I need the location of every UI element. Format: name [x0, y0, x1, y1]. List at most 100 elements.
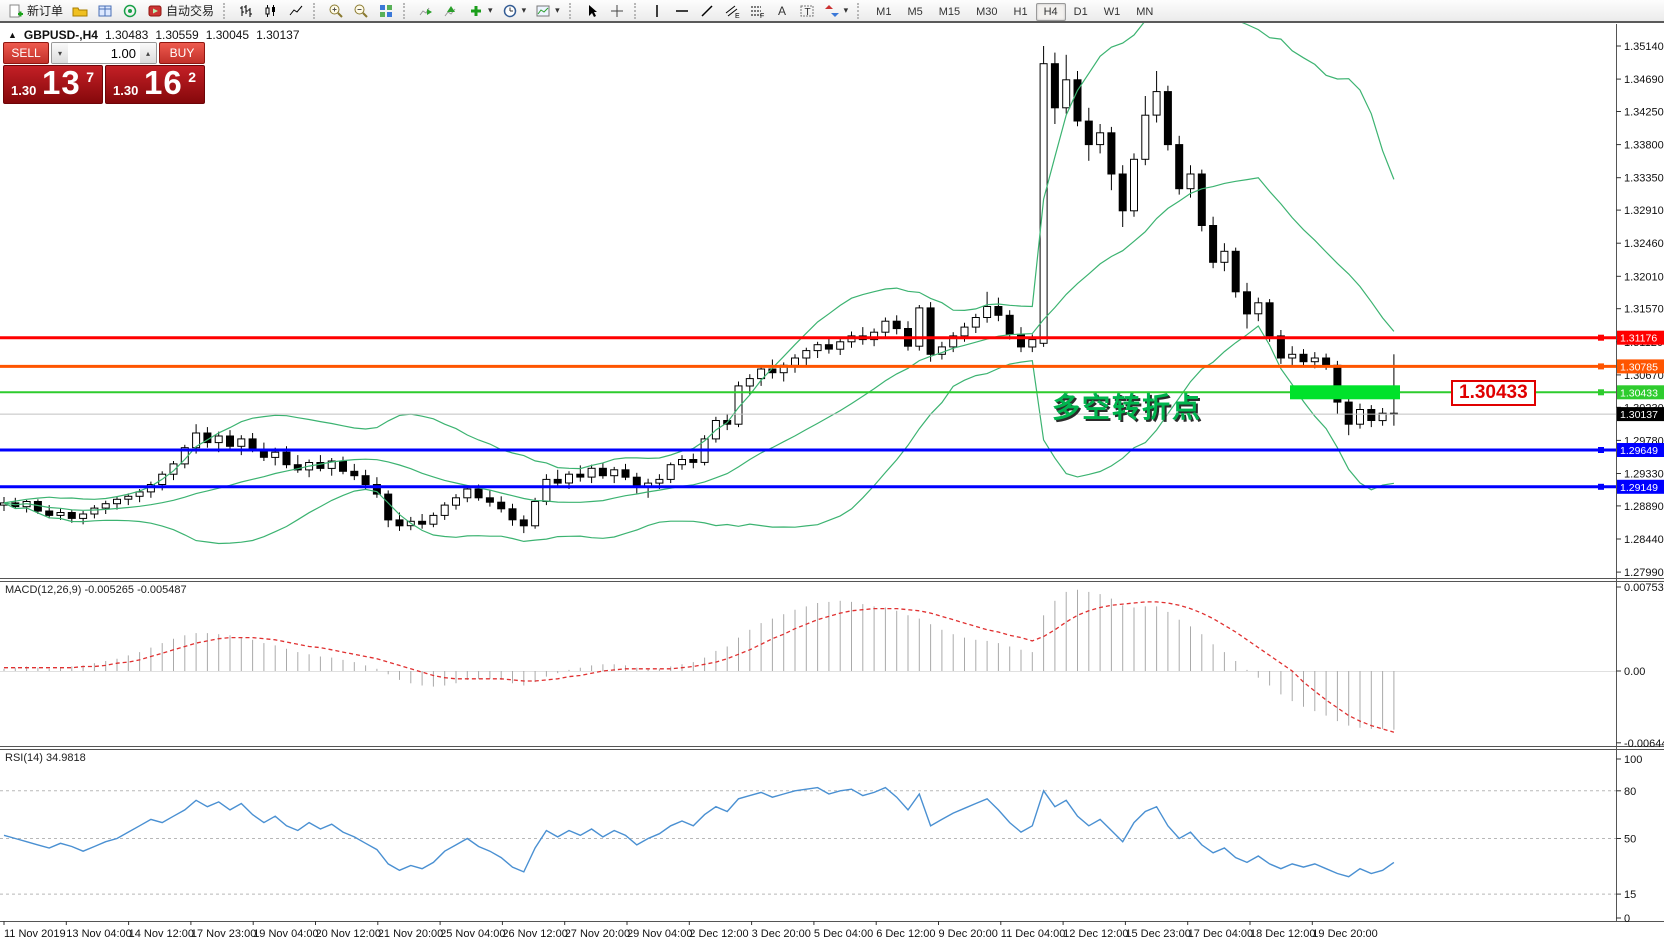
autotrading-icon — [147, 3, 163, 19]
timeframe-W1[interactable]: W1 — [1103, 5, 1121, 18]
buy-price-button[interactable]: 1.30 16 2 — [105, 64, 205, 104]
timeframe-H4[interactable]: H4 — [1035, 2, 1066, 21]
new-order-button[interactable]: 新订单 — [4, 1, 67, 20]
timeframe-M5[interactable]: M5 — [907, 5, 923, 18]
hline-anchor-1.29149[interactable] — [1598, 483, 1604, 490]
candle — [395, 519, 404, 527]
timeframe-M1[interactable]: M1 — [876, 5, 892, 18]
price-tick-label: 1.29330 — [1624, 469, 1664, 481]
line-chart-button[interactable] — [284, 2, 308, 20]
cursor-icon — [584, 3, 600, 19]
sell-price-button[interactable]: 1.30 13 7 — [3, 64, 103, 104]
chevron-down-icon: ▾ — [555, 5, 560, 15]
bollinger-middle — [3, 177, 1395, 511]
data-window-button[interactable] — [93, 2, 117, 20]
arrows-icon — [824, 3, 840, 19]
hline-anchor-1.30433[interactable] — [1598, 389, 1604, 396]
chart-shift-button[interactable] — [439, 2, 463, 20]
bar-chart-icon — [238, 3, 254, 19]
horizontal-lines — [0, 334, 1616, 490]
price-tick-label: 1.27990 — [1624, 567, 1664, 579]
vertical-line-button[interactable] — [645, 2, 669, 20]
volume-decrease-button[interactable]: ▾ — [52, 43, 68, 63]
candle — [892, 320, 901, 330]
time-tick-label: 11 Nov 2019 — [4, 928, 66, 940]
sell-button[interactable]: SELL — [3, 42, 49, 64]
price-badge-label: 1.30785 — [1620, 361, 1658, 373]
indicators-button[interactable]: ▾ — [464, 2, 497, 20]
hline-anchor-1.29649[interactable] — [1598, 447, 1604, 453]
candle — [824, 344, 833, 350]
zoom-out-button[interactable] — [349, 2, 373, 20]
candle — [339, 460, 347, 472]
timeframe-M30[interactable]: M30 — [976, 5, 998, 18]
candle — [1163, 91, 1172, 146]
candle — [1299, 353, 1308, 363]
volume-input[interactable] — [68, 43, 140, 63]
hline-anchor-1.31176[interactable] — [1598, 334, 1604, 341]
svg-text:E: E — [735, 13, 740, 19]
buy-button[interactable]: BUY — [159, 42, 205, 64]
arrows-button[interactable]: ▾ — [820, 2, 853, 20]
one-click-collapse-icon[interactable]: ▲ — [8, 30, 17, 40]
auto-scroll-button[interactable] — [414, 2, 438, 20]
tile-windows-button[interactable] — [374, 2, 398, 20]
bar-chart-button[interactable] — [234, 2, 258, 20]
hline-anchor-1.30785[interactable] — [1598, 363, 1604, 370]
buy-price-big: 16 — [144, 64, 183, 101]
highlight-zone[interactable] — [1290, 385, 1400, 400]
templates-button[interactable]: ▾ — [531, 2, 564, 20]
price-badge-1.30433 — [1617, 385, 1664, 400]
candle — [802, 350, 811, 359]
time-tick-label: 25 Nov 04:00 — [440, 928, 505, 940]
zoom-in-button[interactable] — [324, 2, 348, 20]
candle — [836, 341, 845, 350]
volume-stepper: ▾ ▴ — [51, 42, 157, 64]
profiles-button[interactable] — [68, 2, 92, 20]
candle — [497, 501, 506, 510]
price-tick-label: 1.35140 — [1624, 41, 1664, 53]
timeframe-D1[interactable]: D1 — [1073, 5, 1088, 18]
candle — [350, 470, 359, 477]
periods-button[interactable]: ▾ — [498, 2, 531, 20]
candlestick-chart-button[interactable] — [259, 2, 283, 20]
candle — [474, 488, 483, 499]
price-badge-1.31176 — [1617, 330, 1664, 345]
fibonacci-button[interactable]: F — [745, 2, 769, 20]
sell-price-prefix: 1.30 — [11, 83, 37, 98]
trendline-button[interactable] — [695, 2, 719, 20]
candle — [791, 357, 799, 366]
rsi-axis-label: 50 — [1624, 834, 1636, 846]
market-watch-button[interactable] — [118, 2, 142, 20]
sell-price-big: 13 — [42, 64, 81, 101]
macd-label: MACD(12,26,9) -0.005265 -0.005487 — [5, 584, 187, 596]
candle — [610, 469, 619, 477]
volume-increase-button[interactable]: ▴ — [140, 43, 156, 63]
horizontal-line-button[interactable] — [670, 2, 694, 20]
timeframe-M15[interactable]: M15 — [938, 5, 961, 18]
cursor-button[interactable] — [580, 2, 604, 20]
zoom-in-icon — [328, 3, 344, 19]
chart-annotation-text: 多空转折点 — [1052, 392, 1203, 423]
price-tick-label: 1.34250 — [1624, 107, 1664, 119]
chart-symbol: GBPUSD-,H4 — [23, 28, 98, 42]
timeframe-MN[interactable]: MN — [1136, 5, 1154, 18]
candle — [1356, 409, 1364, 425]
time-tick-label: 12 Dec 12:00 — [1063, 928, 1128, 940]
candle — [1288, 353, 1297, 359]
price-tick-label: 1.33350 — [1624, 173, 1664, 185]
price-badge-label: 1.31176 — [1620, 333, 1657, 345]
candle — [418, 520, 427, 525]
autotrading-label: 自动交易 — [166, 4, 215, 18]
fibonacci-icon: F — [749, 3, 765, 20]
candle — [768, 368, 777, 374]
autotrading-button[interactable]: 自动交易 — [143, 1, 218, 20]
timeframe-H1[interactable]: H1 — [1013, 5, 1028, 18]
text-button[interactable]: A — [770, 2, 794, 20]
crosshair-button[interactable] — [605, 2, 629, 20]
text-label-button[interactable]: T — [795, 2, 819, 20]
candle — [1254, 302, 1263, 315]
time-tick-label: 18 Dec 12:00 — [1250, 928, 1315, 940]
equidistant-channel-button[interactable]: E — [720, 2, 744, 20]
candle — [1243, 291, 1251, 315]
